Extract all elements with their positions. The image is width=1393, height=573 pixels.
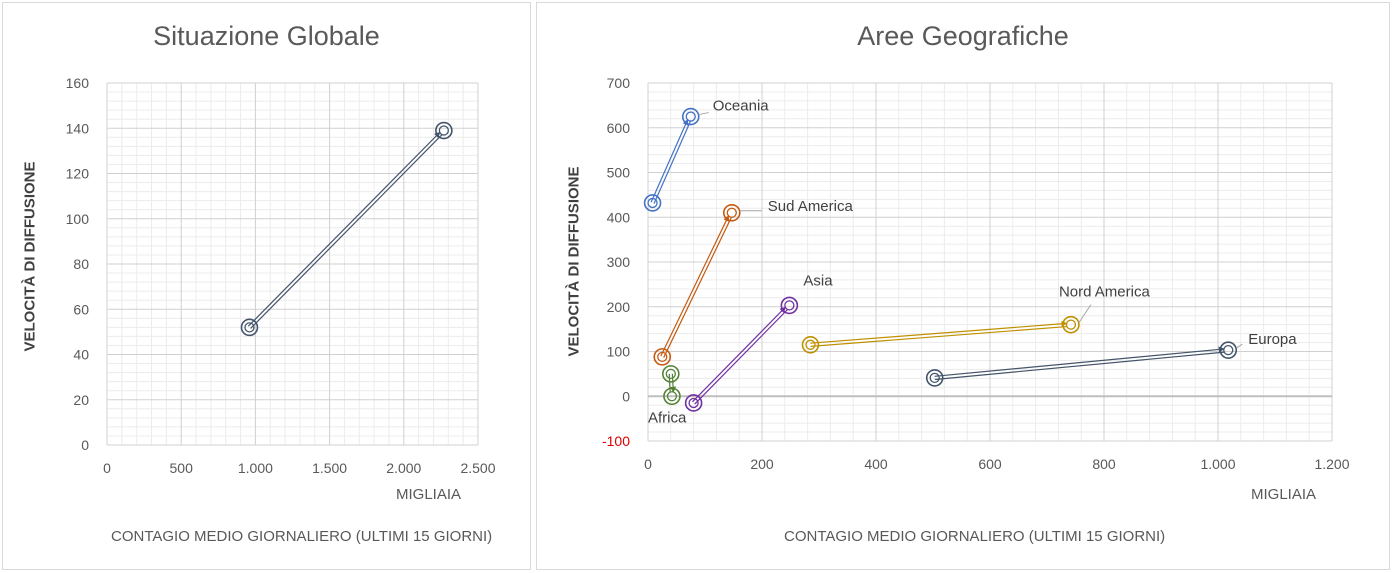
data-point	[684, 394, 703, 412]
chart-plot-global: 0 500 1.000 1.500 2.000 2.500 0 20 40 60 80 100 120 1…	[66, 75, 496, 476]
data-point-inner	[1065, 319, 1077, 330]
series-arrow-line	[663, 216, 733, 358]
data-point	[435, 121, 453, 140]
y-tick-label: 500	[607, 165, 631, 181]
y-tick-label: 300	[607, 254, 631, 270]
series-arrow-line	[660, 215, 730, 357]
y-tick-label: 700	[607, 75, 631, 91]
data-point-inner	[438, 125, 450, 136]
data-point-inner	[665, 368, 676, 380]
data-point	[681, 107, 700, 126]
series-label: Europa	[1248, 331, 1297, 348]
y-tick-label: 0	[622, 388, 630, 404]
data-point	[240, 318, 259, 337]
x-tick-label: 0	[103, 460, 111, 476]
x-tick-label: 500	[170, 460, 194, 476]
x-tick-label: 200	[750, 456, 774, 472]
chart-title: Aree Geografiche	[857, 21, 1069, 51]
y-tick-label: 0	[81, 437, 89, 453]
data-point-inner	[805, 339, 816, 350]
series-arrow-line	[247, 131, 441, 327]
y-tick-label: 60	[73, 301, 89, 317]
data-point	[925, 369, 944, 387]
series-arrow-line	[650, 119, 689, 203]
data-point-inner	[647, 197, 658, 209]
label-leader-line	[1235, 343, 1243, 349]
series-arrow-line	[668, 373, 671, 393]
data-point	[662, 365, 680, 383]
series-arrow-line	[934, 346, 1225, 377]
y-tick-label: -100	[602, 433, 630, 449]
series-arrow-line	[670, 373, 677, 393]
x-axis-title: CONTAGIO MEDIO GIORNALIERO (ULTIMI 15 GI…	[111, 528, 493, 545]
x-tick-label: 600	[978, 456, 1002, 472]
y-tick-label: 80	[73, 256, 89, 272]
x-tick-label: 800	[1092, 456, 1116, 472]
y-tick-label: 160	[66, 75, 90, 91]
series-arrow-line	[810, 320, 1068, 344]
chart-panel-regions: Aree Geografiche VELOCITÀ DI DIFFUSIONE …	[536, 2, 1390, 570]
data-point	[643, 194, 662, 212]
data-point-inner	[688, 397, 699, 409]
y-tick-label: 40	[73, 347, 89, 363]
x-tick-label: 1.000	[238, 460, 273, 476]
data-point-inner	[244, 322, 255, 333]
y-tick-label: 100	[66, 211, 90, 227]
series-arrow-line	[810, 325, 1068, 347]
data-point	[653, 348, 672, 366]
series-label: Sud America	[768, 198, 854, 215]
data-point	[801, 335, 820, 354]
data-point	[1062, 315, 1080, 334]
series-label: Africa	[648, 409, 687, 426]
chart-plot-regions: 0 200 400 600 800 1.000 1.200 -100 0 100 200 300 400…	[602, 75, 1350, 472]
y-tick-label: 140	[66, 120, 90, 136]
data-point-inner	[685, 111, 696, 122]
x-tick-label: 1.000	[1200, 456, 1235, 472]
x-tick-label: 2.500	[460, 460, 495, 476]
series-arrow-line	[934, 351, 1225, 381]
y-tick-label: 600	[607, 120, 631, 136]
data-point-inner	[929, 372, 940, 384]
series-label: Asia	[803, 272, 833, 289]
x-axis-title: CONTAGIO MEDIO GIORNALIERO (ULTIMI 15 GI…	[784, 528, 1166, 545]
series-arrow-line	[692, 306, 786, 403]
data-point-inner	[784, 300, 795, 311]
y-tick-label: 400	[607, 209, 631, 225]
label-leader-line	[698, 112, 709, 116]
data-point	[722, 203, 741, 222]
x-tick-label: 2.000	[386, 460, 421, 476]
x-tick-label: 0	[644, 456, 652, 472]
x-axis-unit: MIGLIAIA	[1251, 486, 1317, 503]
series-label: Oceania	[713, 98, 770, 115]
x-tick-label: 400	[864, 456, 888, 472]
y-tick-label: 20	[73, 392, 89, 408]
data-point-inner	[726, 207, 737, 218]
series-arrow-line	[694, 308, 789, 405]
data-point	[1219, 341, 1238, 359]
data-point	[663, 387, 681, 406]
series-arrow-line	[653, 120, 692, 204]
y-tick-label: 100	[607, 344, 631, 360]
y-tick-label: 120	[66, 166, 90, 182]
y-tick-label: 200	[607, 299, 631, 315]
data-point-inner	[1223, 345, 1234, 356]
series-arrow-line	[250, 134, 443, 329]
data-point	[780, 296, 799, 315]
x-axis-unit: MIGLIAIA	[396, 486, 462, 503]
data-point-inner	[666, 391, 678, 402]
data-point-inner	[657, 351, 668, 363]
x-tick-label: 1.200	[1314, 456, 1349, 472]
x-tick-label: 1.500	[312, 460, 347, 476]
chart-panel-global: Situazione Globale VELOCITÀ DI DIFFUSION…	[2, 2, 531, 570]
label-leader-line	[1078, 304, 1092, 323]
series-label: Nord America	[1059, 284, 1151, 301]
chart-title: Situazione Globale	[153, 21, 380, 51]
